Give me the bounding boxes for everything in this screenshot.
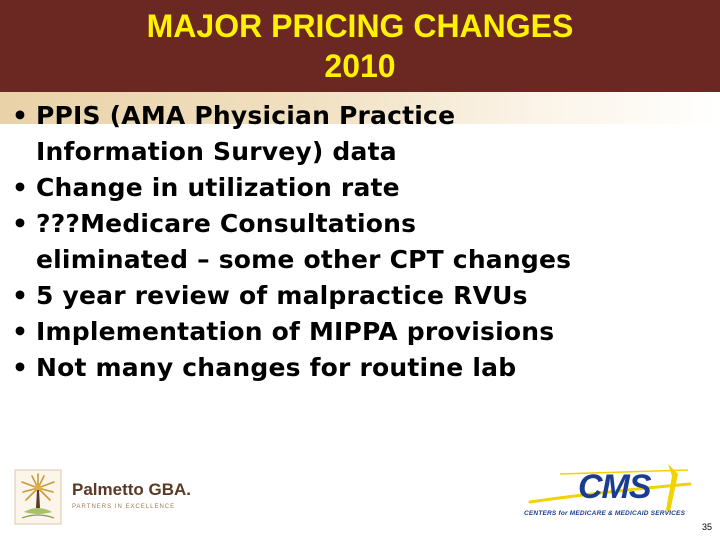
bullet-item: • Change in utilization rate	[12, 170, 712, 206]
title-line-2: 2010	[324, 48, 396, 84]
bullet-dot: •	[12, 173, 29, 202]
cms-wordmark: CMS	[578, 468, 652, 506]
bullet-line: Implementation of MIPPA provisions	[36, 317, 555, 346]
palm-tree-icon	[14, 469, 62, 525]
bullet-line: PPIS (AMA Physician Practice	[36, 101, 456, 130]
bullet-item: • ???Medicare Consultations eliminated – s…	[12, 206, 712, 278]
bullet-line: Not many changes for routine lab	[36, 353, 517, 382]
header-accent-band	[0, 92, 720, 124]
bullet-item: • Implementation of MIPPA provisions	[12, 314, 712, 350]
bullet-item: • Not many changes for routine lab	[12, 350, 712, 386]
bullet-line: Change in utilization rate	[36, 173, 400, 202]
palmetto-tagline: PARTNERS IN EXCELLENCE	[72, 504, 176, 510]
bullet-line: 5 year review of malpractice RVUs	[36, 281, 528, 310]
bullet-line: Information Survey) data	[36, 137, 397, 166]
page-number: 35	[701, 522, 712, 532]
bullet-line: eliminated – some other CPT changes	[36, 245, 572, 274]
cms-subtitle: CENTERS for MEDICARE & MEDICAID SERVICES	[524, 510, 686, 517]
bullet-item: • 5 year review of malpractice RVUs	[12, 278, 712, 314]
bullet-list: • PPIS (AMA Physician Practice Information…	[12, 98, 712, 386]
title-line-1: MAJOR PRICING CHANGES	[146, 8, 574, 44]
bullet-dot: •	[12, 281, 29, 310]
palmetto-gba-logo: Palmetto GBA. PARTNERS IN EXCELLENCE	[14, 468, 204, 526]
bullet-dot: •	[12, 209, 29, 238]
cms-swoosh-icon	[528, 464, 692, 512]
bullet-item: • PPIS (AMA Physician Practice Information…	[12, 98, 712, 170]
palmetto-name: Palmetto GBA.	[72, 480, 192, 499]
slide-title: MAJOR PRICING CHANGES 2010	[0, 6, 720, 86]
cms-logo: CMS CENTERS for MEDICARE & MEDICAID SERV…	[520, 462, 700, 524]
bullet-line: ???Medicare Consultations	[36, 209, 417, 238]
bullet-dot: •	[12, 317, 29, 346]
slide-header: MAJOR PRICING CHANGES 2010	[0, 0, 720, 92]
bullet-dot: •	[12, 101, 29, 130]
bullet-dot: •	[12, 353, 29, 382]
